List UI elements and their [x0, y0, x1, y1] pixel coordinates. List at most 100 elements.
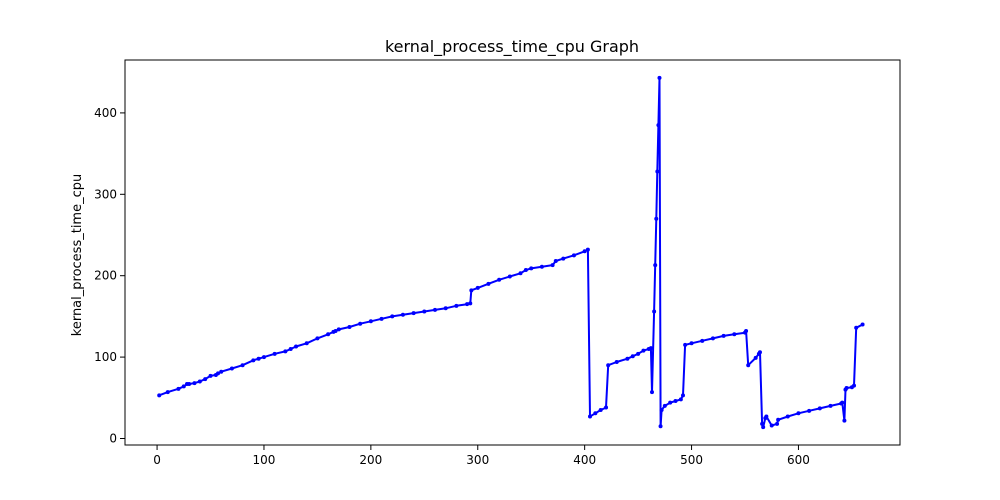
- data-point: [219, 369, 224, 374]
- data-point: [192, 381, 197, 386]
- data-point: [176, 386, 181, 391]
- data-point: [529, 266, 534, 271]
- data-point: [796, 411, 801, 416]
- data-point: [648, 346, 653, 351]
- data-point: [760, 421, 765, 426]
- data-point: [550, 263, 555, 268]
- data-point: [844, 386, 849, 391]
- data-point: [358, 321, 363, 326]
- data-point: [454, 303, 459, 308]
- data-point: [840, 400, 845, 405]
- data-point: [658, 424, 663, 429]
- data-point: [757, 350, 762, 355]
- chart-title: kernal_process_time_cpu Graph: [385, 37, 639, 57]
- data-point: [379, 316, 384, 321]
- x-tick-label: 300: [466, 453, 489, 467]
- data-point: [683, 342, 688, 347]
- data-point: [261, 355, 266, 360]
- data-point: [294, 344, 299, 349]
- data-point: [157, 393, 162, 398]
- data-point: [657, 75, 662, 80]
- data-point: [465, 302, 470, 307]
- data-point: [652, 309, 657, 314]
- data-point: [497, 277, 502, 282]
- data-point: [333, 329, 338, 334]
- data-point: [700, 338, 705, 343]
- data-point: [585, 247, 590, 252]
- data-point: [817, 406, 822, 411]
- data-point: [593, 411, 598, 416]
- data-point: [710, 336, 715, 341]
- series-line: [158, 76, 864, 429]
- data-point: [571, 253, 576, 258]
- data-point: [681, 393, 685, 398]
- data-point: [659, 408, 664, 412]
- data-point: [753, 355, 758, 360]
- data-point: [422, 309, 427, 314]
- data-point: [721, 333, 726, 338]
- data-point: [582, 249, 587, 254]
- data-point: [650, 390, 654, 395]
- data-point: [678, 397, 683, 402]
- data-point: [288, 346, 293, 351]
- plot-area: [157, 75, 865, 430]
- data-point: [518, 271, 523, 276]
- data-point: [744, 329, 749, 334]
- data-point: [630, 354, 635, 359]
- data-point: [732, 332, 737, 337]
- x-tick-label: 600: [787, 453, 810, 467]
- data-point: [769, 423, 774, 428]
- data-point: [625, 356, 630, 361]
- data-point: [208, 373, 213, 378]
- data-point: [283, 349, 288, 354]
- data-point: [689, 341, 694, 346]
- data-point: [368, 319, 373, 324]
- data-point: [539, 264, 544, 269]
- data-point: [842, 418, 847, 423]
- y-tick-label: 300: [94, 187, 117, 201]
- data-point: [785, 414, 790, 419]
- x-tick-label: 0: [153, 453, 161, 467]
- data-point: [400, 312, 405, 317]
- data-point: [165, 390, 170, 395]
- data-point: [553, 259, 558, 264]
- data-point: [468, 301, 473, 306]
- data-point: [216, 371, 220, 376]
- x-tick-label: 100: [253, 453, 276, 467]
- data-point: [197, 379, 202, 384]
- y-tick-label: 200: [94, 269, 117, 283]
- data-point: [187, 381, 192, 386]
- data-point: [390, 314, 395, 319]
- data-point: [523, 268, 528, 272]
- x-axis: 0 100 200 300 400 500 600: [153, 445, 810, 467]
- data-point: [336, 327, 341, 332]
- data-point: [828, 403, 833, 408]
- data-point: [860, 322, 865, 327]
- data-point: [475, 285, 480, 290]
- data-point: [668, 400, 673, 405]
- data-point: [852, 383, 857, 388]
- plot-frame: [124, 59, 901, 446]
- data-point: [486, 281, 491, 286]
- data-point: [326, 332, 331, 337]
- data-point: [807, 408, 812, 413]
- data-point: [251, 358, 256, 363]
- data-point: [507, 274, 512, 279]
- data-point: [304, 341, 309, 346]
- y-tick-label: 100: [94, 350, 117, 364]
- data-point: [673, 399, 678, 404]
- y-axis: 0 100 200 300 400: [94, 106, 125, 445]
- data-point: [256, 356, 261, 361]
- data-point: [598, 408, 603, 412]
- data-point: [854, 325, 859, 330]
- data-point: [636, 351, 641, 356]
- data-point: [776, 417, 781, 422]
- data-point: [433, 307, 437, 312]
- data-point: [606, 363, 611, 368]
- data-point: [272, 351, 277, 356]
- data-point: [561, 256, 566, 261]
- y-axis-label: kernal_process_time_cpu: [70, 174, 85, 336]
- data-point: [764, 414, 769, 419]
- data-point: [181, 384, 186, 389]
